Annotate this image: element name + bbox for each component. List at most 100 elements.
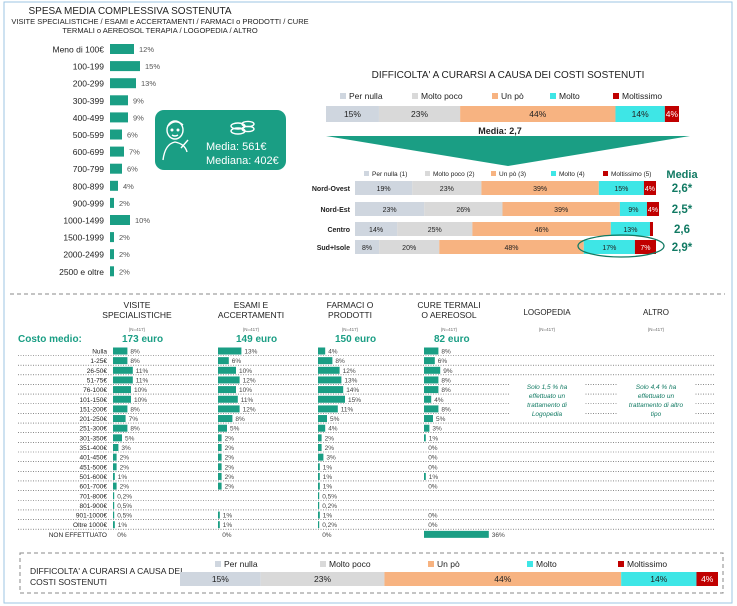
footer-stacked-bar: 15% 23% 44% 14% 4% [180,572,718,586]
left-chart-subtitle-2: TERMALI o AEREOSOL TERAPIA / LOGOPEDIA /… [62,26,258,35]
area-segment [646,202,660,216]
cost-bar [318,395,345,403]
spesa-category-label: 500-599 [73,130,104,140]
spesa-category-label: 700-799 [73,164,104,174]
column-header: O AEREOSOL [421,310,477,320]
sud-highlight-ellipse [577,234,665,258]
cost-value-label: 0% [428,455,438,462]
legend-label: Moltissimo [622,91,662,101]
area-segment [502,202,620,216]
cost-bar [318,347,326,355]
range-label: 301-350€ [80,435,108,442]
left-chart-title: SPESA MEDIA COMPLESSIVA SOSTENUTA [28,6,231,17]
cost-bar [318,472,320,480]
cost-value-label: 1% [429,474,439,481]
cost-value-label: 4% [434,397,444,404]
media-callout: Media: 561€ Mediana: 402€ [155,110,286,170]
spesa-value-label: 6% [127,165,138,174]
cost-value-label: 7% [129,416,139,423]
cost-value-label: 0% [428,522,438,529]
overall-segment [378,106,461,122]
cost-value-label: 10% [239,368,252,375]
spesa-bars: Meno di 100€ 12% 100-199 15% 200-299 13% 300-3… [52,44,160,277]
legend-swatch [613,93,619,99]
range-label: 26-50€ [87,368,108,375]
legend-swatch [340,93,346,99]
cost-value-label: 0% [428,464,438,471]
cost-value-label: 1% [323,464,333,471]
cost-value-label: 10% [134,397,147,404]
cost-bar [113,395,131,403]
legend-swatch [412,93,418,99]
cost-bar [424,424,430,432]
overall-segment [460,106,616,122]
note-text-line: trattamento di altro [629,402,684,409]
area-segment [355,240,380,254]
area-segment-label: 23% [440,186,454,193]
breakdown-legend-swatch [551,171,556,176]
spesa-bar [110,163,122,174]
area-segment-label: 23% [383,207,397,214]
note-text-line: Logopedia [532,411,563,418]
footer-legend-label: Per nulla [224,559,258,569]
footer-legend-swatch [215,561,221,567]
cost-value-label: 2% [225,445,235,452]
cost-bar [318,405,338,413]
area-segment-label: 7% [640,245,650,252]
area-breakdown-bars: Nord-Ovest 19% 23% 39% 15% 4% 2,6* Nord-Est 23% 2… [312,181,693,254]
cost-value-label: 2% [325,445,335,452]
spesa-category-label: 800-899 [73,181,104,191]
note-background [618,380,694,420]
area-segment-label: 14% [369,227,383,234]
area-segment-label: 15% [614,186,628,193]
cost-bar [113,415,126,423]
spesa-category-label: 2500 e oltre [59,267,104,277]
spesa-category-label: 1000-1499 [63,216,104,226]
media-overall-label: Media: 2,7 [478,126,522,136]
footer-segment-label: 44% [494,574,511,584]
cost-value-label: 1% [223,513,233,520]
area-segment [649,222,653,236]
cost-value-label: 0,5% [322,493,337,500]
column-header: CURE TERMALI [417,300,480,310]
cost-range-rows: Nulla 8% 13% 4% 8% 1-25€ 8% 6% 8% 6% 26-50€ 11% 10% 1… [18,347,715,539]
area-segment-label: 20% [402,245,416,252]
footer-legend-label: Molto [536,559,557,569]
cost-bar [218,395,238,403]
cost-value-label: 2% [225,474,235,481]
range-label: 401-450€ [80,455,108,462]
cost-bar [318,444,322,451]
cost-value-label: 12% [343,368,356,375]
cost-bar [113,501,115,509]
spesa-bar [110,61,140,72]
spesa-bar [110,249,114,260]
area-media-value: 2,6 [674,224,690,236]
footer-legend-swatch [320,561,326,567]
area-segment [619,202,647,216]
area-segment-label: 13% [623,227,637,234]
cost-bar [424,415,433,423]
footer-legend-swatch [428,561,434,567]
spesa-category-label: 600-699 [73,147,104,157]
range-label: 201-250€ [80,416,108,423]
cost-value-label: 0% [428,513,438,520]
cost-value-label: 2% [120,484,130,491]
cost-bar [318,424,326,432]
cost-value-label: 5% [230,426,240,433]
breakdown-legend-swatch [425,171,430,176]
person-with-coins-icon [162,120,255,161]
breakdown-legend-label: Un pò (3) [499,171,526,178]
spesa-value-label: 2% [119,199,130,208]
area-segment [643,181,656,195]
cost-value-label: 4% [328,426,338,433]
footer-legend-label: Moltissimo [627,559,667,569]
cost-value-label: 0,5% [117,503,132,510]
cost-value-label: 36% [492,532,505,539]
cost-value-label: 1% [323,513,333,520]
area-segment-label: 39% [533,186,547,193]
overall-segment [326,106,379,122]
column-header: FARMACI O [327,300,374,310]
cost-value-label: 10% [134,387,147,394]
cost-value-label: 8% [130,358,140,365]
